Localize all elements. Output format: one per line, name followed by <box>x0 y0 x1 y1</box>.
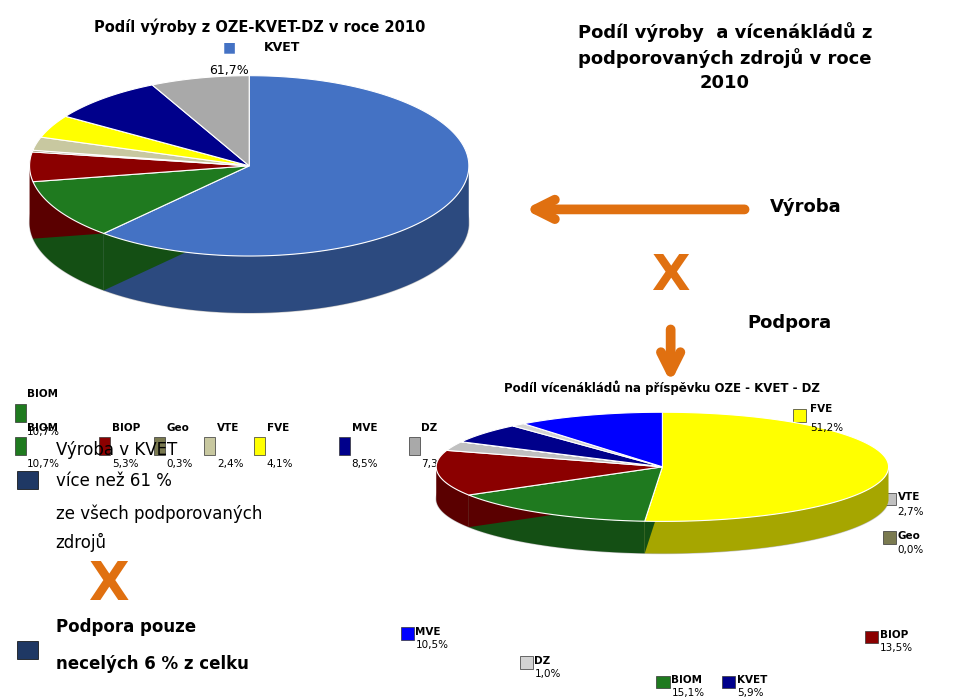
FancyBboxPatch shape <box>409 438 420 455</box>
Text: MVE: MVE <box>416 628 441 637</box>
Polygon shape <box>523 413 662 467</box>
Text: X: X <box>652 252 690 300</box>
Text: 2,4%: 2,4% <box>217 459 243 469</box>
Polygon shape <box>33 181 104 290</box>
FancyBboxPatch shape <box>204 438 215 455</box>
Text: MVE: MVE <box>351 422 377 433</box>
Text: 5,9%: 5,9% <box>737 688 763 698</box>
Text: 5,3%: 5,3% <box>112 459 138 469</box>
Text: Geo: Geo <box>167 422 190 433</box>
Polygon shape <box>30 152 250 181</box>
Polygon shape <box>468 495 645 554</box>
FancyBboxPatch shape <box>519 656 533 669</box>
Polygon shape <box>104 75 468 256</box>
FancyBboxPatch shape <box>793 409 806 422</box>
Text: 2,7%: 2,7% <box>898 507 924 517</box>
Polygon shape <box>436 450 662 495</box>
Text: 10,7%: 10,7% <box>27 459 60 469</box>
Polygon shape <box>645 413 889 521</box>
Polygon shape <box>645 468 889 554</box>
Text: 8,5%: 8,5% <box>351 459 378 469</box>
Text: 4,1%: 4,1% <box>267 459 293 469</box>
Polygon shape <box>33 150 250 166</box>
Text: BIOP: BIOP <box>112 422 140 433</box>
Text: 1,0%: 1,0% <box>535 669 561 679</box>
Polygon shape <box>33 166 250 239</box>
Text: DZ: DZ <box>535 656 551 666</box>
FancyBboxPatch shape <box>100 438 110 455</box>
Text: 15,1%: 15,1% <box>671 688 705 698</box>
Text: Podpora: Podpora <box>747 314 831 332</box>
Text: FVE: FVE <box>810 404 832 414</box>
Text: zdrojů: zdrojů <box>56 533 107 552</box>
FancyBboxPatch shape <box>254 438 265 455</box>
Text: Podíl výroby  a vícenákládů z
podporovaných zdrojů v roce
2010: Podíl výroby a vícenákládů z podporovaný… <box>578 22 872 91</box>
Polygon shape <box>645 467 662 554</box>
Text: BIOM: BIOM <box>27 422 58 433</box>
Text: 0,0%: 0,0% <box>898 545 924 556</box>
Text: FVE: FVE <box>267 422 289 433</box>
Polygon shape <box>33 137 250 166</box>
Text: Výroba v KVET: Výroba v KVET <box>56 440 177 459</box>
Text: 51,2%: 51,2% <box>810 423 843 433</box>
Polygon shape <box>104 166 250 290</box>
FancyBboxPatch shape <box>14 404 26 422</box>
Text: KVET: KVET <box>737 676 767 685</box>
Polygon shape <box>462 426 662 467</box>
FancyBboxPatch shape <box>14 438 26 455</box>
Text: 10,5%: 10,5% <box>416 640 448 650</box>
FancyBboxPatch shape <box>339 438 350 455</box>
FancyBboxPatch shape <box>400 628 414 640</box>
Polygon shape <box>104 168 468 313</box>
Polygon shape <box>30 166 33 239</box>
FancyBboxPatch shape <box>882 493 896 505</box>
Text: 13,5%: 13,5% <box>879 644 913 653</box>
Polygon shape <box>468 467 662 527</box>
Text: VTE: VTE <box>217 422 239 433</box>
Text: Podíl vícenákládů na příspěvku OZE - KVET - DZ: Podíl vícenákládů na příspěvku OZE - KVE… <box>504 380 821 394</box>
Polygon shape <box>153 75 250 166</box>
Text: ■: ■ <box>223 40 236 54</box>
Polygon shape <box>462 442 662 467</box>
Text: necelých 6 % z celku: necelých 6 % z celku <box>56 655 249 674</box>
Text: Podíl výroby z OZE-KVET-DZ v roce 2010: Podíl výroby z OZE-KVET-DZ v roce 2010 <box>93 19 425 35</box>
Text: více než 61 %: více než 61 % <box>56 473 172 491</box>
Text: 10,7%: 10,7% <box>27 427 60 437</box>
Polygon shape <box>436 467 468 527</box>
FancyBboxPatch shape <box>657 676 669 688</box>
Polygon shape <box>468 467 662 521</box>
FancyBboxPatch shape <box>17 641 38 659</box>
FancyBboxPatch shape <box>882 531 896 544</box>
Text: BIOM: BIOM <box>27 389 58 399</box>
Polygon shape <box>436 445 889 554</box>
Text: DZ: DZ <box>421 422 438 433</box>
Text: VTE: VTE <box>898 492 920 503</box>
Text: Výroba: Výroba <box>770 198 842 216</box>
Text: KVET: KVET <box>264 40 300 54</box>
Text: BIOM: BIOM <box>671 676 703 685</box>
Polygon shape <box>645 467 662 554</box>
Polygon shape <box>446 442 662 467</box>
Text: X: X <box>89 559 130 611</box>
Text: 0,3%: 0,3% <box>167 459 193 469</box>
Polygon shape <box>468 467 662 527</box>
Polygon shape <box>30 133 468 313</box>
FancyBboxPatch shape <box>722 676 735 688</box>
Polygon shape <box>513 424 662 467</box>
FancyBboxPatch shape <box>865 630 877 644</box>
Text: 7,3%: 7,3% <box>421 459 448 469</box>
Polygon shape <box>41 117 250 166</box>
FancyBboxPatch shape <box>155 438 165 455</box>
Polygon shape <box>33 166 250 239</box>
Text: 61,7%: 61,7% <box>209 64 250 77</box>
Text: BIOP: BIOP <box>879 630 908 640</box>
Text: Geo: Geo <box>898 531 921 541</box>
Polygon shape <box>104 166 250 290</box>
Polygon shape <box>33 166 250 233</box>
Text: Podpora pouze: Podpora pouze <box>56 618 196 637</box>
Text: ze všech podporovaných: ze všech podporovaných <box>56 504 262 523</box>
Polygon shape <box>65 85 250 166</box>
FancyBboxPatch shape <box>17 471 38 489</box>
